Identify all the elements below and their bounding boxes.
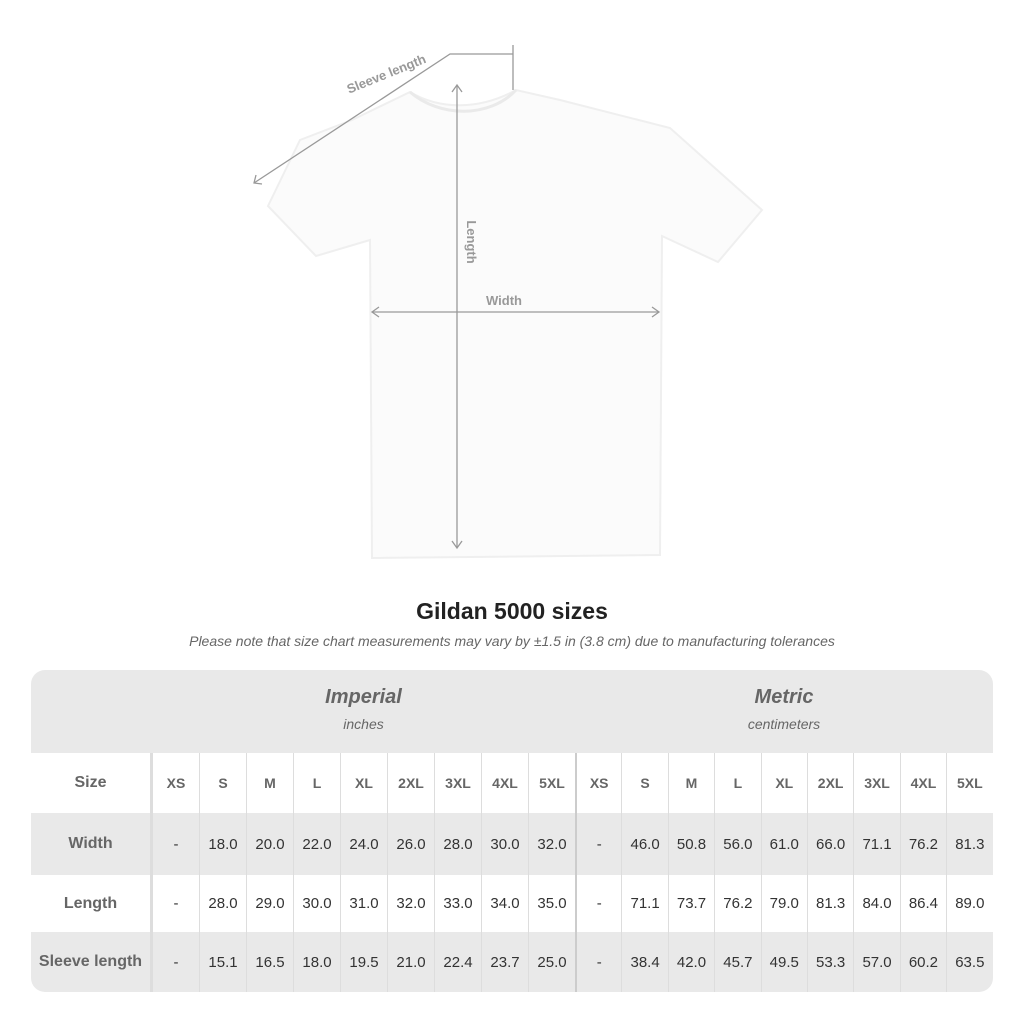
imperial-value: 22.0 <box>293 813 340 875</box>
metric-value: 81.3 <box>946 813 992 875</box>
imperial-value: 30.0 <box>293 875 340 932</box>
imperial-size-header: 3XL <box>434 753 481 813</box>
imperial-value: 24.0 <box>340 813 387 875</box>
imperial-group: Imperial inches <box>152 686 575 732</box>
metric-label: Metric <box>754 686 814 708</box>
metric-value: 53.3 <box>806 932 853 992</box>
imperial-value: 15.1 <box>199 932 246 992</box>
imperial-value: 28.0 <box>199 875 246 932</box>
metric-value: - <box>575 932 621 992</box>
metric-value: 86.4 <box>899 875 946 932</box>
imperial-value: 19.5 <box>340 932 387 992</box>
table-group-header: Imperial inches Metric centimeters <box>31 670 993 753</box>
imperial-value: 29.0 <box>246 875 293 932</box>
imperial-value: 16.5 <box>246 932 293 992</box>
row-label: Sleeve length <box>31 932 152 992</box>
imperial-value: 23.7 <box>481 932 528 992</box>
metric-value: 71.1 <box>621 875 667 932</box>
imperial-size-header: 5XL <box>528 753 575 813</box>
metric-value: 60.2 <box>899 932 946 992</box>
metric-value: 89.0 <box>946 875 992 932</box>
metric-value: 66.0 <box>806 813 853 875</box>
imperial-value: 20.0 <box>246 813 293 875</box>
imperial-value: 34.0 <box>481 875 528 932</box>
length-label: Length <box>464 220 479 263</box>
metric-size-header: 2XL <box>806 753 853 813</box>
imperial-value: 26.0 <box>387 813 434 875</box>
table-row: Length -28.0 29.0 30.0 31.0 32.0 33.0 34.0 35.0-… <box>31 875 993 932</box>
size-table: Imperial inches Metric centimeters Size X… <box>31 670 993 992</box>
imperial-value: 33.0 <box>434 875 481 932</box>
metric-size-header: 4XL <box>899 753 946 813</box>
table-row: Width -18.0 20.0 22.0 24.0 26.0 28.0 30.0 32.0-4… <box>31 813 993 875</box>
metric-value: 61.0 <box>760 813 807 875</box>
metric-size-header: L <box>714 753 760 813</box>
imperial-value: 30.0 <box>481 813 528 875</box>
metric-value: 73.7 <box>667 875 714 932</box>
row-label: Length <box>31 875 152 932</box>
metric-value: - <box>575 875 621 932</box>
metric-value: 81.3 <box>806 875 853 932</box>
tshirt-shape <box>266 88 764 560</box>
metric-value: 57.0 <box>853 932 899 992</box>
sleeve-line <box>253 53 513 184</box>
imperial-value: - <box>152 932 199 992</box>
imperial-value: 32.0 <box>387 875 434 932</box>
metric-unit: centimeters <box>747 716 821 732</box>
metric-size-header: 5XL <box>946 753 992 813</box>
metric-value: 56.0 <box>714 813 760 875</box>
metric-value: 49.5 <box>760 932 807 992</box>
imperial-size-header: L <box>293 753 340 813</box>
metric-group: Metric centimeters <box>575 686 993 732</box>
imperial-value: 22.4 <box>434 932 481 992</box>
metric-size-header: S <box>621 753 667 813</box>
imperial-size-header: XL <box>340 753 387 813</box>
size-header: Size <box>31 753 152 813</box>
imperial-size-header: S <box>199 753 246 813</box>
metric-value: 63.5 <box>946 932 992 992</box>
imperial-label: Imperial <box>325 686 402 708</box>
metric-size-header: XS <box>575 753 621 813</box>
width-label: Width <box>486 293 522 308</box>
metric-value: 42.0 <box>667 932 714 992</box>
imperial-value: 31.0 <box>340 875 387 932</box>
table-row: Sleeve length -15.1 16.5 18.0 19.5 21.0 22.4 23… <box>31 932 993 992</box>
metric-value: 76.2 <box>714 875 760 932</box>
imperial-value: 18.0 <box>199 813 246 875</box>
row-label: Width <box>31 813 152 875</box>
imperial-value: 18.0 <box>293 932 340 992</box>
page-title: Gildan 5000 sizes <box>416 598 608 624</box>
metric-value: 46.0 <box>621 813 667 875</box>
imperial-unit: inches <box>343 716 384 732</box>
metric-size-header: M <box>667 753 714 813</box>
imperial-size-header: M <box>246 753 293 813</box>
imperial-value: - <box>152 813 199 875</box>
metric-value: 79.0 <box>760 875 807 932</box>
size-header-row: Size XS S M L XL 2XL 3XL 4XL 5XL XS S M L XL 2XL 3XL 4XL 5… <box>31 753 993 813</box>
metric-value: 45.7 <box>714 932 760 992</box>
metric-value: 84.0 <box>853 875 899 932</box>
metric-value: 50.8 <box>667 813 714 875</box>
metric-value: 71.1 <box>853 813 899 875</box>
imperial-value: 21.0 <box>387 932 434 992</box>
metric-value: 38.4 <box>621 932 667 992</box>
imperial-value: 32.0 <box>528 813 575 875</box>
metric-size-header: 3XL <box>853 753 899 813</box>
imperial-size-header: 4XL <box>481 753 528 813</box>
imperial-value: 28.0 <box>434 813 481 875</box>
tolerance-note: Please note that size chart measurements… <box>189 633 835 649</box>
imperial-value: - <box>152 875 199 932</box>
imperial-size-header: 2XL <box>387 753 434 813</box>
metric-value: 76.2 <box>899 813 946 875</box>
imperial-value: 35.0 <box>528 875 575 932</box>
imperial-value: 25.0 <box>528 932 575 992</box>
imperial-size-header: XS <box>152 753 199 813</box>
metric-size-header: XL <box>760 753 807 813</box>
sleeve-length-label: Sleeve length <box>345 51 428 96</box>
tshirt-diagram: Sleeve length Length Width <box>253 45 764 560</box>
metric-value: - <box>575 813 621 875</box>
